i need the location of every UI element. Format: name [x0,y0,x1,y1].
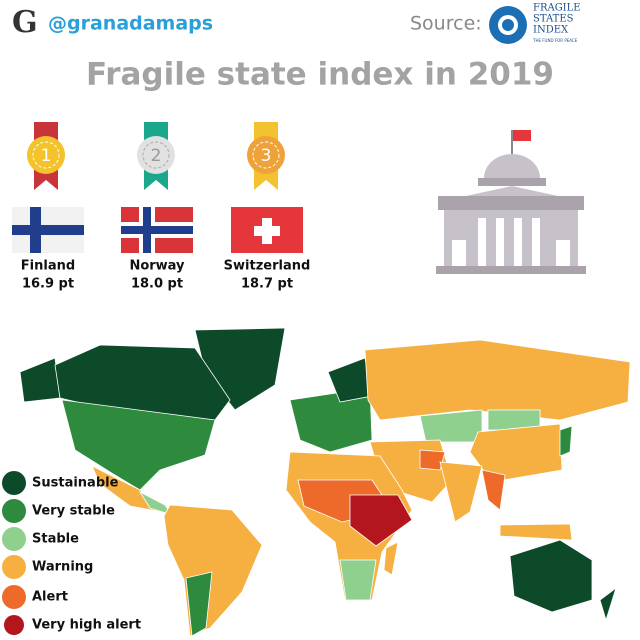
logo-g: G [12,5,38,40]
legend-swatch [2,555,26,579]
source-label: Source: [410,13,482,35]
legend-label: Warning [32,560,93,575]
legend-swatch [2,527,26,551]
handle: @granadamaps [48,13,213,35]
building-icon [436,130,586,274]
source-name: INDEX [533,25,569,36]
medal-bronze [247,122,285,190]
score: 16.9 pt [22,277,74,292]
source-tagline: THE FUND FOR PEACE [532,38,578,43]
rank: 1 [41,146,52,166]
legend-label: Alert [32,590,68,605]
rank: 2 [151,146,162,166]
flag-finland [12,207,84,253]
score: 18.0 pt [131,277,183,292]
legend-label: Stable [32,532,79,547]
country: Finland [21,259,75,274]
source-name: STATES [533,14,574,25]
legend-swatch [2,585,26,609]
flag-norway [121,207,193,253]
score: 18.7 pt [241,277,293,292]
country: Switzerland [224,259,311,274]
legend-label: Very high alert [32,618,141,633]
title: Fragile state index in 2019 [86,57,554,93]
medal-silver [137,122,175,190]
legend: Sustainable Very stable Stable Warning A… [2,471,141,635]
rank: 3 [261,146,272,166]
medal-gold [27,122,65,190]
legend-swatch [4,615,24,635]
source-name: FRAGILE [533,3,581,14]
world-map [19,327,631,637]
flag-switzerland [231,207,303,253]
legend-label: Very stable [32,504,115,519]
legend-swatch [2,471,26,495]
country: Norway [129,259,185,274]
fsi-logo [489,6,527,44]
legend-swatch [2,499,26,523]
legend-label: Sustainable [32,476,119,491]
